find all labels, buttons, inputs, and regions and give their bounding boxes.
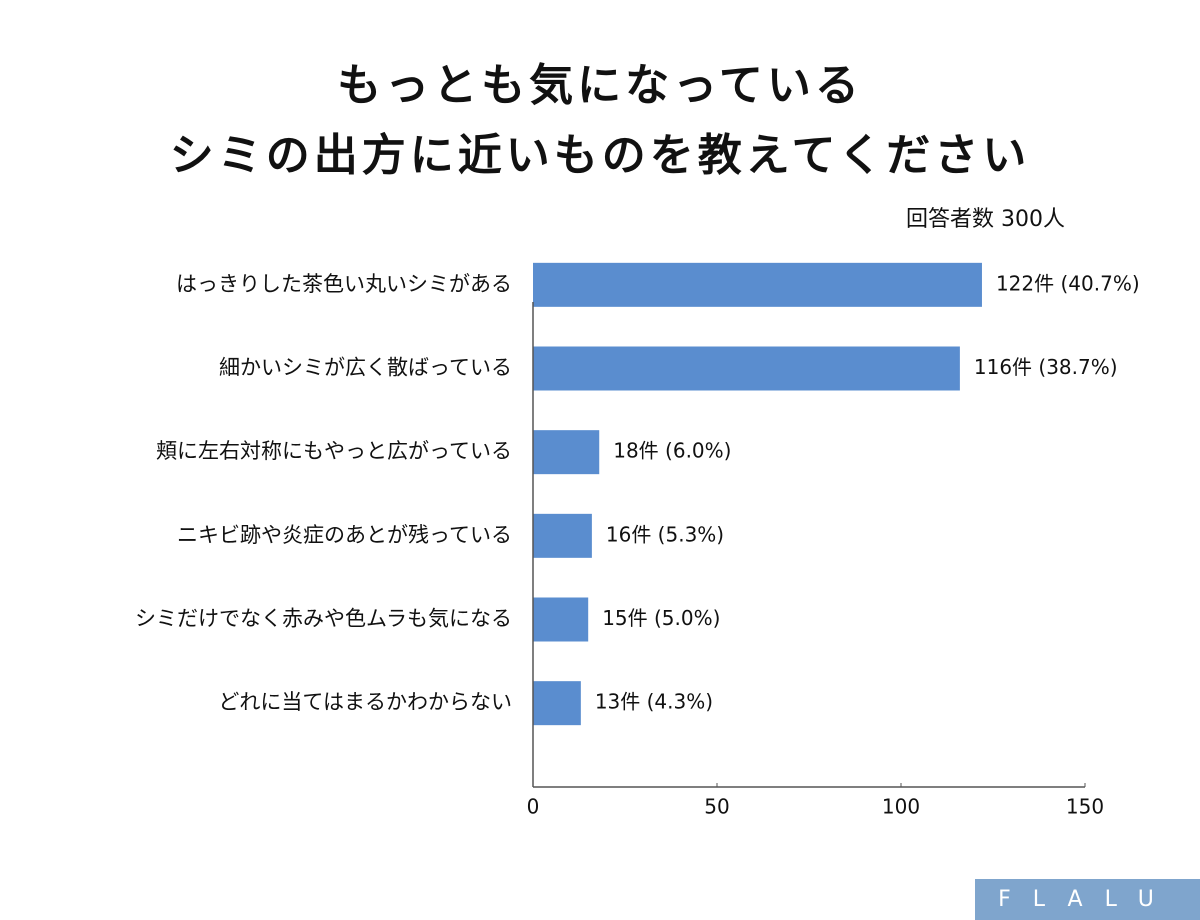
- value-label: 13件 (4.3%): [595, 690, 713, 714]
- value-label: 16件 (5.3%): [606, 522, 724, 546]
- y-tick-label: 細かいシミが広く散ばっている: [219, 356, 512, 380]
- bar: [533, 681, 581, 726]
- logo-box: [975, 879, 1200, 920]
- y-tick-label: 頬に左右対称にもやっと広がっている: [156, 439, 512, 463]
- y-tick-label: シミだけでなく赤みや色ムラも気になる: [135, 607, 512, 631]
- value-label: 18件 (6.0%): [613, 439, 731, 463]
- logo: FLALU: [998, 887, 1176, 912]
- x-tick-label: 0: [527, 795, 540, 819]
- value-label: 116件 (38.7%): [974, 355, 1118, 379]
- value-label: 122件 (40.7%): [996, 271, 1140, 295]
- chart-subtitle: 回答者数 300人: [906, 207, 1065, 232]
- x-tick-label: 50: [704, 795, 729, 819]
- y-tick-label: どれに当てはまるかわからない: [218, 690, 512, 714]
- value-label: 15件 (5.0%): [602, 606, 720, 630]
- x-tick-label: 100: [882, 795, 920, 819]
- y-tick-label: ニキビ跡や炎症のあとが残っている: [177, 523, 512, 547]
- bar: [533, 430, 600, 475]
- chart-title: もっとも気になっている: [337, 60, 863, 111]
- x-tick-label: 150: [1066, 795, 1104, 819]
- bar: [533, 597, 589, 642]
- chart-title: シミの出方に近いものを教えてください: [170, 130, 1030, 181]
- bar: [533, 513, 592, 558]
- y-tick-label: はっきりした茶色い丸いシミがある: [176, 272, 512, 296]
- bar: [533, 346, 960, 391]
- bar: [533, 262, 982, 307]
